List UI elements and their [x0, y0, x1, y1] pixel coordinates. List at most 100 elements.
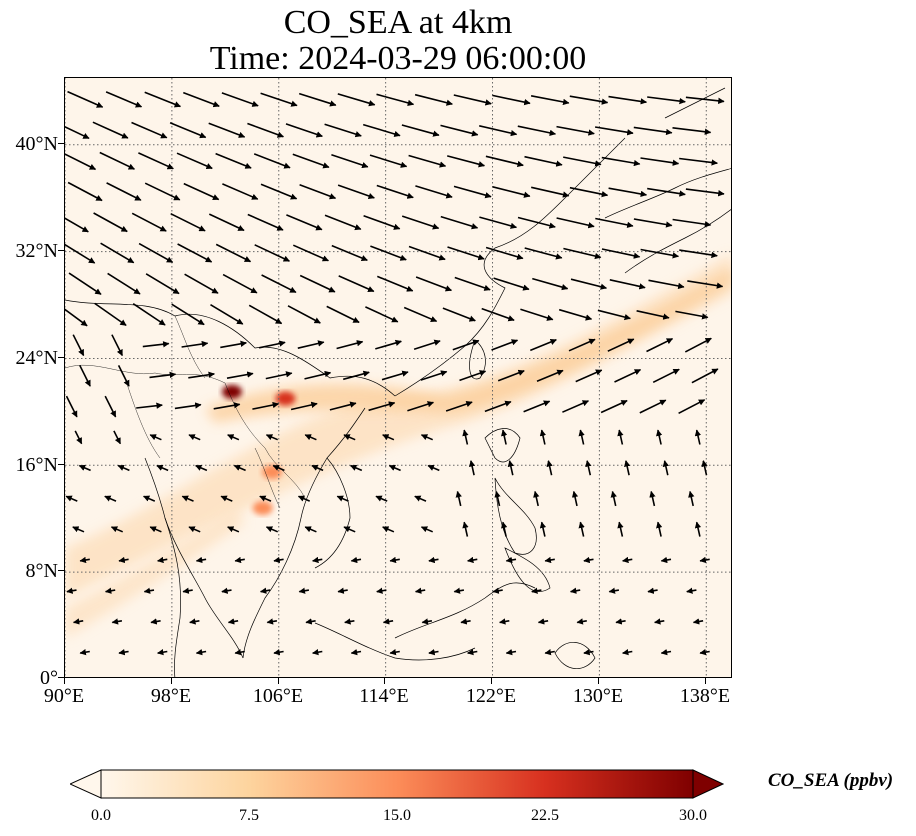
wind-arrow: [375, 339, 402, 350]
colorbar-min-extend: [70, 769, 102, 799]
wind-arrow: [686, 587, 697, 594]
wind-arrow: [524, 155, 563, 167]
wind-arrow: [297, 340, 325, 349]
wind-arrow: [660, 556, 672, 564]
wind-arrow: [445, 400, 473, 412]
wind-arrow: [170, 212, 206, 232]
wind-arrow: [258, 340, 286, 349]
wind-arrow: [662, 460, 669, 476]
wind-arrow: [401, 215, 440, 230]
wind-arrow: [452, 339, 480, 351]
wind-arrow: [362, 123, 401, 138]
wind-arrow: [499, 618, 510, 625]
wind-arrow: [421, 618, 433, 625]
wind-arrow: [678, 399, 706, 415]
lon-tick-106: [278, 678, 279, 684]
wind-arrow: [485, 246, 524, 260]
wind-arrow: [453, 587, 465, 594]
wind-arrow: [221, 92, 259, 107]
wind-arrow: [692, 618, 704, 625]
wind-arrow: [369, 154, 408, 168]
wind-arrow: [188, 371, 215, 379]
wind-arrow: [292, 153, 330, 169]
wind-arrow: [182, 587, 193, 594]
wind-arrow: [679, 249, 718, 259]
wind-arrow: [694, 429, 702, 445]
wind-arrow: [144, 91, 181, 108]
wind-arrow: [169, 122, 207, 139]
lon-label: 106°E: [252, 685, 304, 707]
wind-arrow: [329, 401, 357, 411]
wind-arrow: [652, 368, 680, 384]
wind-arrow: [142, 341, 170, 348]
wind-arrow: [149, 434, 162, 441]
wind-arrow: [149, 371, 177, 379]
wind-arrow: [312, 648, 323, 656]
wind-arrow: [118, 648, 129, 656]
wind-arrow: [656, 429, 663, 445]
wind-arrow: [181, 340, 209, 348]
wind-arrow: [699, 556, 710, 564]
wind-arrow: [107, 272, 141, 295]
wind-arrow: [265, 434, 279, 441]
wind-arrow: [401, 124, 440, 137]
wind-arrow: [252, 401, 280, 410]
wind-arrow: [106, 182, 142, 201]
wind-arrow: [132, 303, 166, 326]
wind-arrow: [111, 618, 123, 625]
wind-arrow: [608, 187, 648, 198]
wind-arrow: [287, 305, 321, 324]
wind-arrow: [176, 152, 213, 170]
wind-arrow: [290, 401, 318, 411]
wind-arrow: [117, 464, 130, 472]
wind-arrow: [685, 188, 725, 197]
wind-arrow: [248, 304, 283, 325]
wind-arrow: [467, 556, 478, 564]
co-hotspot: [222, 384, 242, 399]
wind-arrow: [492, 94, 531, 106]
wind-arrow: [100, 242, 135, 264]
wind-arrow: [556, 217, 595, 229]
wind-arrow: [617, 521, 624, 537]
wind-arrow: [324, 123, 362, 138]
wind-arrow: [481, 307, 515, 322]
wind-arrow: [285, 123, 323, 138]
wind-arrow: [427, 464, 440, 472]
lon-tick-122: [491, 678, 492, 684]
wind-arrow: [420, 434, 434, 441]
wind-arrow: [684, 337, 712, 353]
wind-arrow: [111, 334, 124, 357]
wind-arrow: [117, 365, 130, 387]
wind-arrow: [188, 434, 201, 441]
wind-arrow: [701, 460, 708, 476]
wind-arrow: [92, 121, 129, 139]
wind-arrow: [265, 526, 279, 533]
lon-tick-90: [64, 678, 65, 684]
wind-arrow: [105, 91, 143, 108]
wind-arrow: [336, 340, 364, 350]
wind-arrow: [208, 213, 245, 232]
wind-arrow: [493, 277, 530, 291]
wind-arrow: [363, 214, 401, 230]
wind-arrow: [539, 521, 547, 537]
wind-arrow: [492, 587, 503, 594]
wind-arrow: [131, 121, 168, 139]
wind-arrow: [331, 244, 368, 262]
wind-arrow: [636, 310, 670, 320]
wind-arrow: [298, 92, 337, 107]
wind-arrow: [381, 370, 409, 381]
wind-arrow: [254, 244, 290, 262]
wind-arrow: [408, 245, 446, 261]
wind-arrow: [446, 155, 486, 168]
wind-arrow: [253, 153, 291, 169]
wind-arrow: [292, 244, 329, 262]
lon-label: 130°E: [572, 685, 624, 707]
wind-arrow: [529, 339, 557, 352]
wind-arrow: [104, 587, 116, 594]
wind-arrow: [266, 618, 278, 625]
wind-arrow: [65, 308, 88, 327]
colorbar-max-extend: [692, 769, 724, 799]
lon-tick-130: [598, 678, 599, 684]
wind-arrow: [227, 526, 240, 533]
wind-arrow: [368, 401, 396, 412]
